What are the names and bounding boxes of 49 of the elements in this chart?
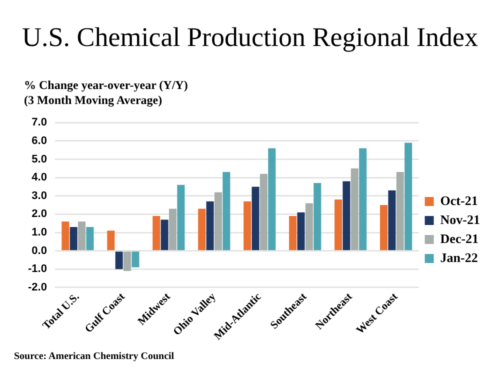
bar — [132, 252, 140, 268]
legend-label: Nov-21 — [440, 212, 480, 227]
bar — [78, 222, 86, 250]
bar — [380, 205, 388, 250]
bar — [305, 203, 313, 250]
bar — [404, 142, 412, 250]
bar — [177, 184, 185, 250]
source-note: Source: American Chemistry Council — [14, 351, 174, 362]
bar — [115, 252, 123, 270]
y-tick-label: -1.0 — [28, 263, 47, 276]
bar — [206, 201, 214, 250]
bar — [62, 222, 70, 250]
bar — [260, 174, 268, 250]
bar — [314, 183, 322, 250]
bar — [70, 227, 78, 250]
bar — [160, 220, 168, 250]
bar — [350, 168, 358, 250]
y-tick-label: 5.0 — [32, 153, 47, 166]
bar — [268, 148, 276, 250]
bar — [289, 216, 297, 250]
y-tick-label: 1.0 — [32, 226, 47, 239]
y-tick-label: -2.0 — [28, 281, 47, 294]
bar — [252, 186, 260, 250]
bar — [359, 148, 367, 250]
y-tick-label: 7.0 — [32, 116, 47, 129]
y-axis-title: % Change year-over-year (Y/Y) (3 Month Moving Average) — [24, 78, 188, 108]
bar — [222, 172, 230, 250]
bar — [124, 252, 132, 271]
bar — [342, 181, 350, 250]
legend-label: Dec-21 — [440, 230, 479, 246]
chart-title: U.S. Chemical Production Regional Index — [21, 22, 479, 53]
legend-label: Jan-22 — [440, 250, 478, 265]
y-tick-label: 4.0 — [32, 172, 47, 184]
bar — [214, 192, 222, 250]
y-tick-label: 6.0 — [32, 134, 47, 147]
bar — [244, 201, 252, 250]
y-tick-label: 2.0 — [32, 208, 47, 220]
bar — [107, 230, 115, 250]
y-tick-label: 3.0 — [32, 190, 47, 202]
legend-label: Oct-21 — [440, 192, 478, 208]
bar — [334, 200, 342, 250]
bar — [86, 227, 94, 250]
bar — [388, 190, 396, 250]
bar — [152, 216, 160, 250]
bar — [198, 208, 206, 250]
bar — [396, 172, 404, 250]
bar — [168, 208, 177, 250]
y-tick-label: 0.0 — [32, 244, 47, 257]
bar — [297, 212, 305, 250]
